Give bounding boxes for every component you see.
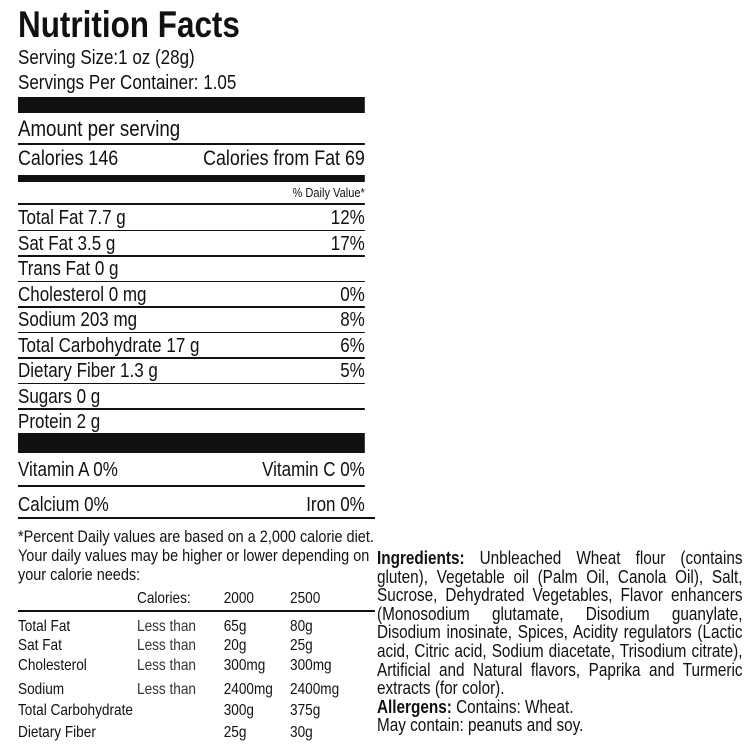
calcium: Calcium 0% (18, 494, 109, 516)
may-contain-text: May contain: peanuts and soy. (377, 715, 584, 736)
nutrient-daily-value: 0% (340, 283, 365, 306)
dv-2500-value: 2400mg (290, 681, 340, 698)
dv-nutrient: Total Fat (18, 618, 71, 635)
col-2000-header: 2000 (223, 590, 254, 607)
calories-from-fat: Calories from Fat 69 (203, 147, 365, 170)
dv-nutrient: Sat Fat (18, 637, 62, 654)
nutrient-label: Sugars 0 g (18, 385, 101, 408)
vitamin-c: Vitamin C 0% (262, 459, 365, 481)
nutrient-row: Trans Fat 0 g (18, 258, 365, 280)
vitamins-row: Vitamin A 0% Vitamin C 0% (18, 459, 365, 481)
thick-divider (18, 97, 365, 113)
dv-nutrient: Sodium (18, 681, 65, 698)
divider (18, 203, 365, 205)
calories-row: Calories 146 Calories from Fat 69 (18, 148, 365, 170)
dv-2000-value: 20g (223, 637, 247, 654)
ingredients-text: Unbleached Wheat flour (contains gluten)… (377, 548, 743, 699)
nutrient-label: Trans Fat 0 g (18, 258, 119, 280)
nutrient-label: Protein 2 g (18, 411, 101, 433)
dv-2500-value: 80g (290, 618, 313, 635)
dv-qualifier: Less than (137, 657, 196, 674)
label-title: Nutrition Facts (18, 4, 240, 45)
amount-per-serving: Amount per serving (18, 116, 181, 141)
nutrient-label: Total Fat 7.7 g (18, 207, 126, 229)
dv-qualifier: Less than (137, 618, 196, 635)
ingredients-label: Ingredients: (377, 548, 465, 568)
dv-2000-value: 2400mg (223, 681, 273, 698)
dv-2500-value: 30g (290, 724, 313, 741)
nutrient-row: Dietary Fiber 1.3 g 5% (18, 360, 365, 382)
dv-2000-value: 300mg (223, 657, 266, 674)
nutrient-daily-value: 12% (330, 207, 365, 229)
nutrient-label: Sat Fat 3.5 g (18, 232, 116, 255)
dv-2500-value: 25g (290, 637, 313, 654)
nutrient-row: Protein 2 g (18, 411, 365, 433)
divider (18, 517, 375, 519)
dv-2500-value: 300mg (290, 657, 332, 674)
minerals-row: Calcium 0% Iron 0% (18, 494, 365, 516)
nutrient-row: Sodium 203 mg 8% (18, 309, 365, 331)
dv-qualifier: Less than (137, 681, 196, 698)
serving-size: Serving Size:1 oz (28g) (18, 47, 195, 69)
ingredients-block: Ingredients: Unbleached Wheat flour (con… (377, 549, 743, 735)
divider (18, 485, 365, 487)
dv-2000-value: 25g (223, 724, 247, 741)
nutrient-label: Sodium 203 mg (18, 309, 138, 331)
calories-header: Calories: (137, 590, 191, 607)
nutrient-daily-value: 5% (340, 360, 365, 382)
nutrient-label: Dietary Fiber 1.3 g (18, 360, 158, 382)
nutrient-row: Sat Fat 3.5 g 17% (18, 233, 365, 255)
dv-qualifier: Less than (137, 637, 196, 654)
nutrient-daily-value: 8% (340, 309, 365, 331)
nutrient-label: Total Carbohydrate 17 g (18, 334, 200, 357)
nutrient-row: Sugars 0 g (18, 386, 365, 408)
dv-nutrient: Dietary Fiber (18, 724, 96, 741)
daily-value-header: % Daily Value* (292, 185, 365, 200)
nutrient-row: Cholesterol 0 mg 0% (18, 284, 365, 306)
nutrient-daily-value: 17% (330, 232, 365, 255)
allergens-text: Contains: Wheat. (456, 696, 574, 717)
medium-divider (18, 175, 365, 182)
calories: Calories 146 (18, 147, 119, 170)
nutrient-daily-value: 6% (340, 334, 365, 357)
allergens-label: Allergens: (377, 696, 452, 717)
dv-nutrient: Cholesterol (18, 657, 87, 674)
nutrient-row: Total Carbohydrate 17 g 6% (18, 335, 365, 357)
dv-2500-value: 375g (290, 702, 321, 719)
footnote: *Percent Daily values are based on a 2,0… (18, 527, 374, 584)
divider (18, 143, 365, 145)
servings-per-container: Servings Per Container: 1.05 (18, 72, 237, 94)
col-2500-header: 2500 (290, 590, 321, 607)
divider (18, 357, 365, 359)
nutrition-facts-panel: Nutrition Facts Serving Size:1 oz (28g) … (18, 0, 375, 750)
divider (18, 306, 365, 308)
divider (18, 382, 365, 384)
divider (18, 280, 365, 282)
vitamin-a: Vitamin A 0% (18, 459, 118, 481)
iron: Iron 0% (306, 494, 365, 516)
dv-nutrient: Total Carbohydrate (18, 702, 133, 719)
nutrient-label: Cholesterol 0 mg (18, 283, 147, 306)
divider (18, 610, 375, 612)
dv-2000-value: 300g (223, 702, 254, 719)
divider (18, 331, 365, 333)
divider (18, 255, 365, 257)
dv-2000-value: 65g (223, 618, 247, 635)
divider (18, 229, 365, 231)
divider (18, 408, 365, 410)
thick-divider (18, 433, 365, 453)
nutrient-row: Total Fat 7.7 g 12% (18, 207, 365, 229)
